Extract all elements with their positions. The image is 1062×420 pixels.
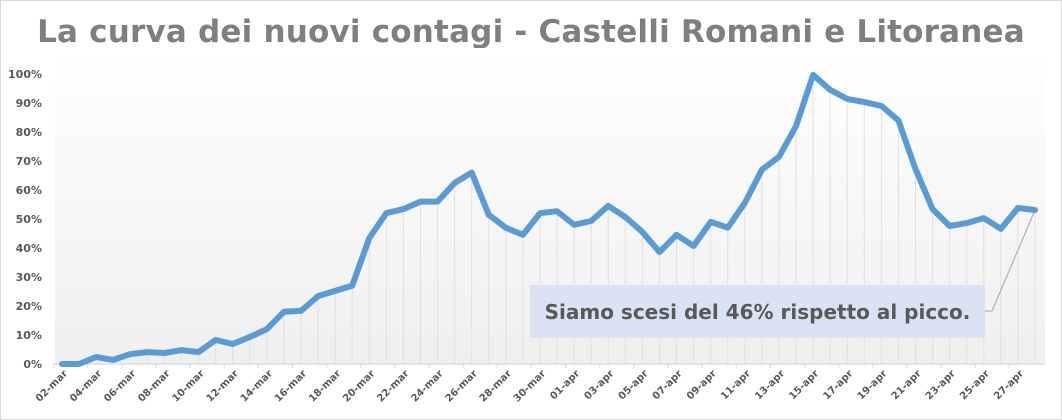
x-axis: 02-mar04-mar06-mar08-mar10-mar12-mar14-m… [34, 364, 1026, 405]
x-tick-label: 07-apr [651, 368, 685, 402]
data-line [59, 71, 1038, 367]
x-tick-label: 12-mar [205, 368, 241, 404]
x-tick-label: 20-mar [341, 368, 377, 404]
y-tick-label: 100% [8, 68, 42, 81]
y-tick-label: 30% [16, 271, 42, 284]
x-tick-label: 13-apr [753, 368, 787, 402]
x-tick-label: 05-apr [617, 368, 651, 402]
x-tick-label: 08-mar [136, 368, 172, 404]
x-tick-label: 04-mar [68, 368, 104, 404]
x-tick-label: 09-apr [685, 368, 719, 402]
y-tick-label: 40% [16, 242, 42, 255]
y-tick-label: 0% [23, 358, 42, 371]
y-axis: 0% 10% 20% 30% 40% 50% 60% 70% 80% 90% 100% [8, 68, 1045, 371]
x-tick-label: 18-mar [307, 368, 343, 404]
x-tick-label: 21-apr [890, 368, 924, 402]
x-tick-label: 23-apr [924, 368, 958, 402]
x-tick-label: 06-mar [102, 368, 138, 404]
x-tick-label: 16-mar [273, 368, 309, 404]
y-tick-label: 20% [16, 300, 42, 313]
y-tick-label: 70% [16, 155, 42, 168]
x-tick-label: 14-mar [239, 368, 275, 404]
x-tick-label: 26-mar [444, 368, 480, 404]
x-tick-label: 25-apr [958, 368, 992, 402]
y-tick-label: 10% [16, 329, 42, 342]
x-tick-label: 03-apr [582, 368, 616, 402]
x-tick-label: 30-mar [512, 368, 548, 404]
y-tick-label: 60% [16, 184, 42, 197]
y-tick-label: 80% [16, 126, 42, 139]
x-tick-label: 24-mar [409, 368, 445, 404]
annotation-box: Siamo scesi del 46% rispetto al picco. [530, 285, 985, 338]
x-tick-label: 22-mar [375, 368, 411, 404]
x-tick-label: 11-apr [719, 368, 753, 402]
x-tick-label: 01-apr [548, 368, 582, 402]
y-tick-label: 50% [16, 213, 42, 226]
x-tick-label: 19-apr [856, 368, 890, 402]
x-tick-label: 15-apr [787, 368, 821, 402]
x-tick-label: 17-apr [821, 368, 855, 402]
y-tick-label: 90% [16, 97, 42, 110]
x-tick-label: 28-mar [478, 368, 514, 404]
x-tick-label: 27-apr [992, 368, 1026, 402]
x-tick-label: 10-mar [170, 368, 206, 404]
annotation-leader-line [985, 209, 1036, 312]
chart-title: La curva dei nuovi contagi - Castelli Ro… [37, 14, 1025, 50]
x-tick-label: 02-mar [34, 368, 70, 404]
